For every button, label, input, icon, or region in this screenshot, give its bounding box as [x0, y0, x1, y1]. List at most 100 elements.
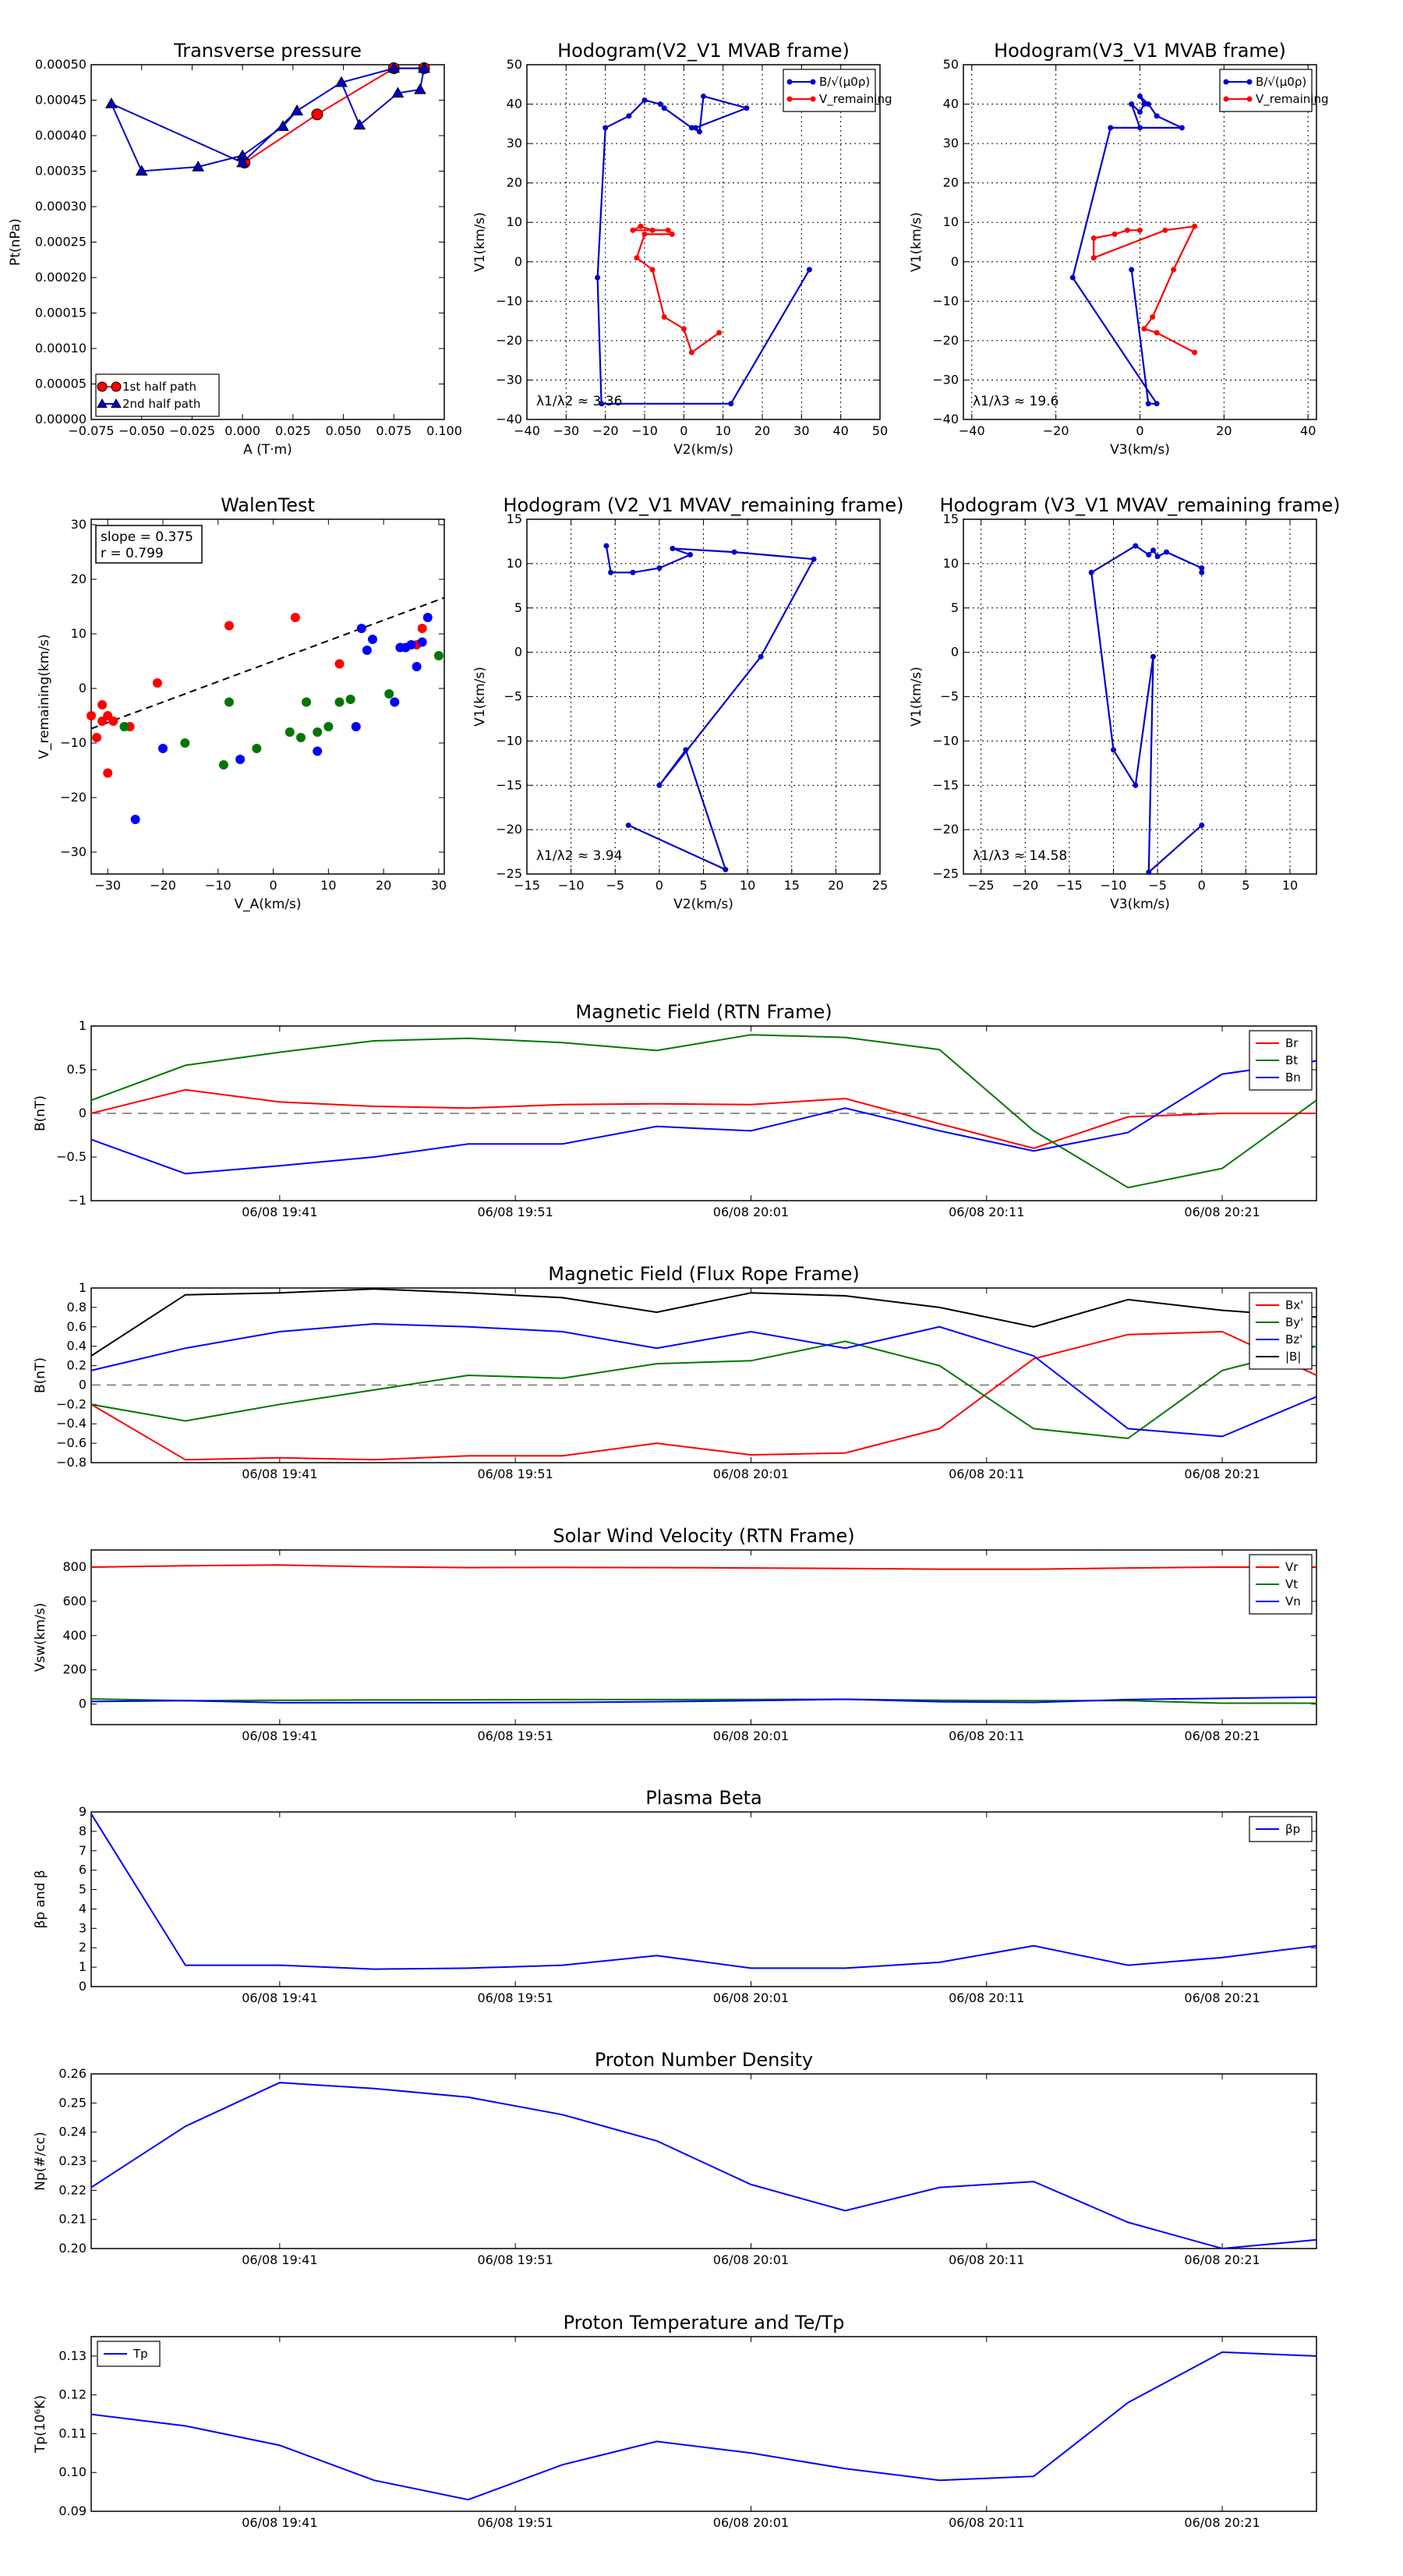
data-point	[1145, 101, 1151, 108]
stats-box	[95, 525, 203, 564]
y-tick-label: 0.4	[67, 1339, 87, 1353]
chart-title: Hodogram (V3_V1 MVAV_remaining frame)	[939, 494, 1340, 516]
y-tick-label: 1	[79, 1959, 87, 1974]
y-tick-label: −0.2	[56, 1396, 87, 1411]
y-tick-label: −20	[496, 822, 522, 837]
x-axis-label: V3(km/s)	[1110, 897, 1170, 912]
x-tick-label: −30	[553, 423, 579, 438]
y-axis-label: V1(km/s)	[472, 212, 488, 272]
data-point	[806, 267, 812, 273]
scatter-point	[158, 744, 168, 753]
data-point	[680, 326, 687, 332]
x-tick-label: 0.100	[426, 423, 462, 438]
x-tick-label: −5	[606, 878, 624, 893]
y-tick-label: 0.00030	[35, 199, 87, 214]
x-axis-label: V_A(km/s)	[234, 897, 301, 912]
y-tick-label: 0.2	[67, 1358, 87, 1373]
scatter-point	[92, 733, 102, 742]
series-line-By	[90, 1340, 1317, 1439]
x-tick-label: 06/08 20:01	[713, 1205, 789, 1219]
series-line	[109, 67, 426, 172]
x-tick-label: 06/08 20:11	[949, 1990, 1024, 2005]
scatter-point	[302, 697, 312, 707]
x-tick-label: −40	[959, 423, 985, 438]
data-point	[1154, 401, 1160, 407]
x-tick-label: 15	[784, 878, 800, 893]
legend-marker	[97, 398, 108, 408]
y-tick-label: 0.13	[58, 2348, 87, 2363]
x-tick-label: 0	[680, 423, 687, 438]
scatter-point	[345, 695, 355, 704]
y-tick-label: 0.8	[67, 1300, 87, 1315]
y-tick-label: 0.20	[58, 2241, 87, 2256]
y-tick-label: 0.21	[58, 2212, 87, 2227]
x-axis-label: V2(km/s)	[673, 897, 733, 912]
scatter-point	[351, 722, 361, 731]
y-axis-label: Pt(nPa)	[8, 218, 23, 266]
x-tick-label: −20	[150, 878, 176, 893]
legend-label: 1st half path	[122, 380, 196, 394]
data-point	[728, 401, 734, 407]
y-tick-label: 0	[514, 254, 522, 269]
scatter-point	[422, 613, 433, 622]
data-point	[1163, 549, 1169, 555]
axes-frame	[90, 1811, 1317, 1987]
data-point	[1145, 401, 1151, 407]
data-point	[1090, 255, 1097, 261]
scatter-point	[406, 640, 416, 649]
data-point	[657, 101, 663, 108]
data-point	[1192, 349, 1198, 356]
chart-title: Solar Wind Velocity (RTN Frame)	[553, 1525, 854, 1547]
series-line-Np	[90, 2082, 1317, 2250]
legend-label: βp	[1285, 1822, 1300, 1836]
chart-title: Proton Temperature and Te/Tp	[564, 2312, 845, 2334]
y-tick-label: −0.8	[56, 1455, 87, 1470]
y-tick-label: 0.00050	[35, 57, 87, 72]
x-tick-label: 06/08 20:01	[713, 1729, 789, 1743]
data-point	[1162, 227, 1168, 233]
series-line	[605, 545, 815, 872]
y-tick-label: 1	[79, 1280, 87, 1295]
x-tick-label: 06/08 20:11	[949, 2515, 1024, 2530]
x-tick-label: 06/08 20:11	[949, 1729, 1024, 1743]
series-line-Bt	[90, 1034, 1317, 1189]
legend-marker	[786, 96, 793, 102]
correlation-label: r = 0.799	[101, 546, 164, 561]
y-tick-label: 0.00020	[35, 270, 87, 285]
data-point	[630, 227, 636, 233]
data-point	[1069, 274, 1076, 281]
legend-label: Vn	[1285, 1594, 1301, 1608]
x-tick-label: 06/08 19:51	[477, 1205, 553, 1219]
y-tick-label: −10	[496, 293, 522, 308]
x-tick-label: 20	[755, 423, 770, 438]
legend-label: Tp	[133, 2347, 148, 2361]
data-point	[1141, 101, 1147, 108]
y-tick-label: 0.00015	[35, 306, 87, 320]
x-tick-label: 0.050	[326, 423, 362, 438]
y-tick-label: 0	[79, 1377, 87, 1392]
legend-marker	[786, 79, 793, 85]
scatter-point	[295, 733, 306, 742]
x-axis-label: V2(km/s)	[673, 442, 733, 458]
y-tick-label: −40	[496, 412, 522, 426]
y-tick-label: 10	[943, 214, 959, 229]
y-tick-label: −30	[932, 372, 959, 387]
data-point	[670, 546, 676, 552]
scatter-point	[417, 624, 427, 633]
data-point	[1137, 125, 1143, 131]
legend-label: Vr	[1285, 1560, 1299, 1574]
data-point	[1179, 125, 1185, 131]
y-tick-label: 15	[507, 511, 522, 526]
y-tick-label: 40	[507, 97, 522, 111]
x-tick-label: 5	[699, 878, 707, 893]
x-tick-label: 06/08 20:21	[1184, 1729, 1260, 1743]
data-point	[758, 653, 764, 660]
y-tick-label: −10	[496, 733, 522, 748]
scatter-point	[130, 815, 140, 824]
y-tick-label: 600	[62, 1594, 87, 1608]
series-line-p	[90, 1813, 1317, 1970]
y-tick-label: 10	[507, 214, 522, 229]
data-point	[1111, 231, 1118, 237]
y-tick-label: −0.4	[56, 1416, 87, 1431]
legend-label: By'	[1285, 1315, 1303, 1329]
